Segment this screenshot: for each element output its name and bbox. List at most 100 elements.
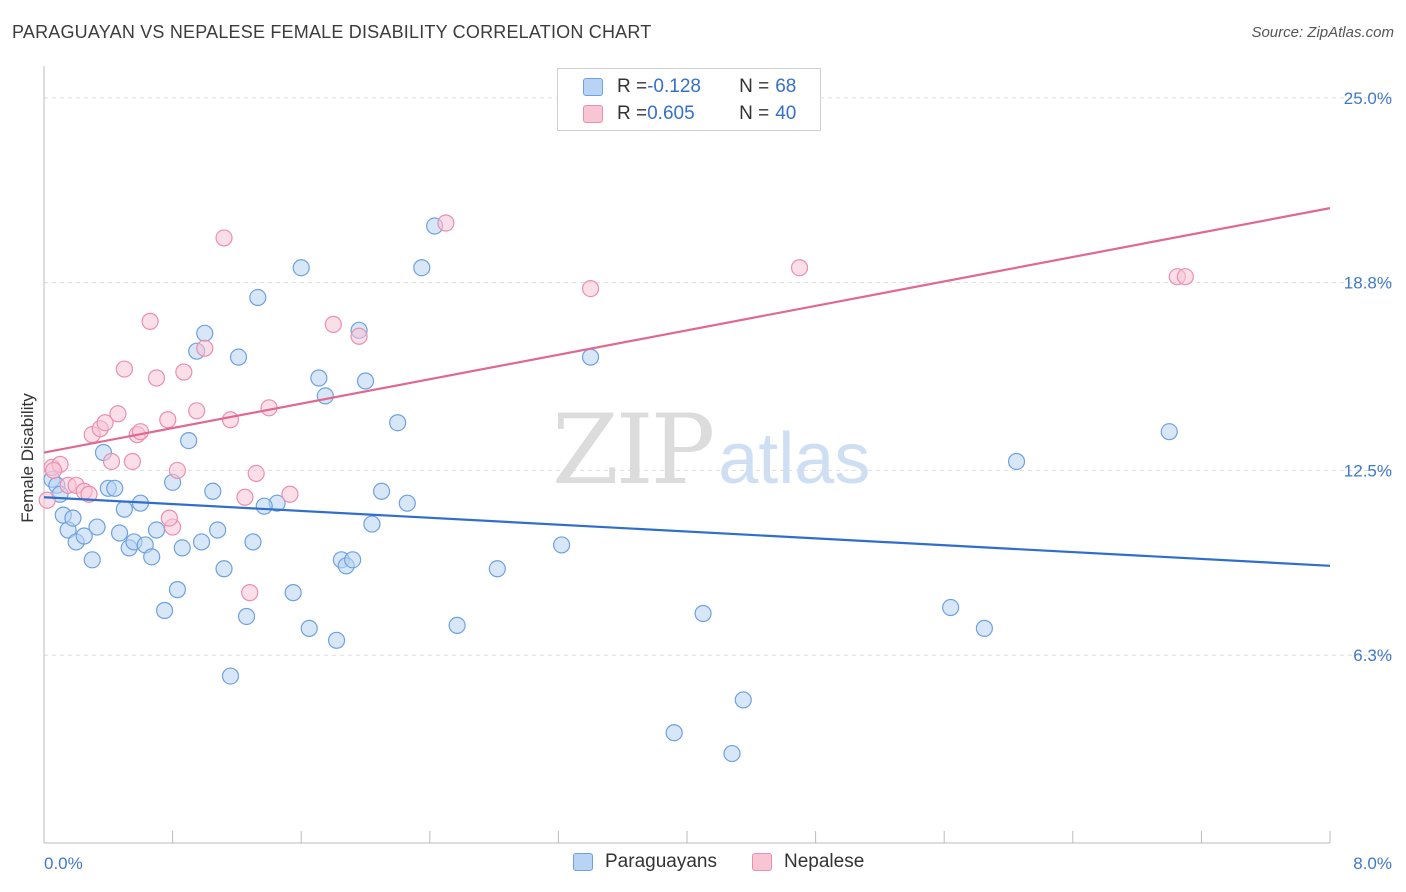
tick-labels: 6.3% 12.5% 18.8% 25.0% 0.0% 8.0% xyxy=(44,89,1392,873)
nepalese-swatch xyxy=(752,853,772,871)
nepalese-point xyxy=(168,461,187,480)
stats-legend: R = -0.128 N = 68 R = 0.605 N = 40 xyxy=(557,68,821,131)
paraguayans-trend-line xyxy=(43,496,1331,567)
paraguayans-point xyxy=(363,515,381,533)
nepalese-point xyxy=(281,485,299,503)
nepalese-point xyxy=(115,360,133,378)
paraguayans-point xyxy=(215,560,233,578)
paraguayans-point xyxy=(344,551,362,569)
paraguayans-point xyxy=(180,432,198,450)
trend-lines xyxy=(43,207,1331,567)
paraguayans-swatch xyxy=(573,853,593,871)
paraguayans-point xyxy=(255,497,273,515)
legend-r-label: R = xyxy=(617,103,648,124)
paraguayans-point xyxy=(316,387,334,405)
paraguayans-point xyxy=(1160,423,1178,441)
paraguayans-point xyxy=(221,667,240,685)
bottom-legend-nepalese[interactable]: Nepalese xyxy=(752,851,864,873)
nepalese-point xyxy=(350,327,368,345)
nepalese-point xyxy=(159,411,177,429)
x-tick-label: 0.0% xyxy=(44,854,83,873)
paraguayans-point xyxy=(292,259,310,277)
chart-title: PARAGUAYAN VS NEPALESE FEMALE DISABILITY… xyxy=(12,22,652,42)
legend-n-label: N = xyxy=(739,103,770,124)
nepalese-trend-line xyxy=(43,207,1331,454)
chart-source: Source: ZipAtlas.com xyxy=(1251,24,1394,41)
paraguayans-point xyxy=(942,598,960,617)
legend-n-label: N = xyxy=(739,76,770,97)
y-tick-label: 12.5% xyxy=(1344,461,1392,480)
nepalese-point xyxy=(196,339,214,357)
nepalese-point xyxy=(141,312,159,330)
y-tick-label: 18.8% xyxy=(1344,274,1392,293)
paraguayans-point xyxy=(237,607,256,626)
paraguayans-point xyxy=(284,584,302,602)
y-axis-label: Female Disability xyxy=(18,393,37,523)
paraguayans-point xyxy=(115,500,133,518)
paraguayans-point xyxy=(694,604,712,623)
legend-row-paraguayans: R = -0.128 N = 68 xyxy=(583,75,796,99)
nepalese-point xyxy=(38,491,56,509)
nepalese-point xyxy=(236,488,254,506)
watermark-zip: ZIP xyxy=(552,394,715,506)
legend-n-value: 40 xyxy=(775,103,797,124)
nepalese-point xyxy=(581,279,600,298)
paraguayans-point xyxy=(192,533,211,551)
paraguayans-point xyxy=(975,619,993,637)
paraguayans-point xyxy=(204,482,222,500)
legend-r-value: 0.605 xyxy=(647,103,695,124)
nepalese-point xyxy=(790,259,809,277)
paraguayans-point xyxy=(488,560,506,578)
nepalese-point xyxy=(102,452,121,471)
paraguayans-point xyxy=(196,324,214,342)
paraguayans-point xyxy=(327,631,346,649)
paraguayans-point xyxy=(398,494,416,512)
nepalese-points xyxy=(38,214,1194,602)
paraguayans-point xyxy=(723,744,741,763)
paraguayans-point xyxy=(64,509,82,527)
nepalese-point xyxy=(1176,268,1194,286)
legend-row-nepalese: R = 0.605 N = 40 xyxy=(583,102,796,126)
paraguayans-point xyxy=(173,539,191,557)
watermark: ZIPatlas xyxy=(552,402,870,499)
axis-layer xyxy=(43,66,1331,844)
nepalese-point xyxy=(188,402,206,420)
bottom-legend-label: Paraguayans xyxy=(605,851,717,872)
legend-r-label: R = xyxy=(617,76,648,97)
paraguayans-point xyxy=(143,548,161,566)
nepalese-point xyxy=(160,509,178,527)
paraguayans-points xyxy=(43,217,1178,763)
nepalese-point xyxy=(241,584,259,602)
nepalese-point xyxy=(147,369,166,387)
paraguayans-point xyxy=(249,288,267,307)
paraguayans-point xyxy=(734,691,752,709)
nepalese-point xyxy=(175,363,193,381)
paraguayans-point xyxy=(356,372,375,390)
paraguayans-point xyxy=(229,348,248,366)
nepalese-point xyxy=(221,411,240,429)
nepalese-point xyxy=(109,405,127,423)
nepalese-point xyxy=(45,461,63,480)
nepalese-point xyxy=(437,214,455,232)
paraguayans-point xyxy=(110,524,129,542)
nepalese-point xyxy=(80,485,98,503)
paraguayans-point xyxy=(310,369,328,387)
nepalese-point xyxy=(131,423,150,441)
paraguayans-point xyxy=(553,536,571,554)
paraguayans-point xyxy=(448,616,466,635)
paraguayans-swatch xyxy=(583,78,603,96)
paraguayans-point xyxy=(300,619,318,637)
paraguayans-point xyxy=(106,479,124,497)
bottom-legend-paraguayans[interactable]: Paraguayans xyxy=(573,851,717,873)
y-tick-label: 25.0% xyxy=(1344,89,1392,108)
paraguayans-point xyxy=(244,533,262,551)
paraguayans-point xyxy=(168,581,187,599)
bottom-legend-label: Nepalese xyxy=(784,851,865,872)
legend-r-value: -0.128 xyxy=(647,76,701,97)
paraguayans-point xyxy=(372,482,391,500)
paraguayans-point xyxy=(88,518,106,536)
paraguayans-point xyxy=(75,527,93,545)
nepalese-swatch xyxy=(583,105,603,123)
paraguayans-point xyxy=(83,551,101,569)
paraguayans-point xyxy=(147,521,166,539)
